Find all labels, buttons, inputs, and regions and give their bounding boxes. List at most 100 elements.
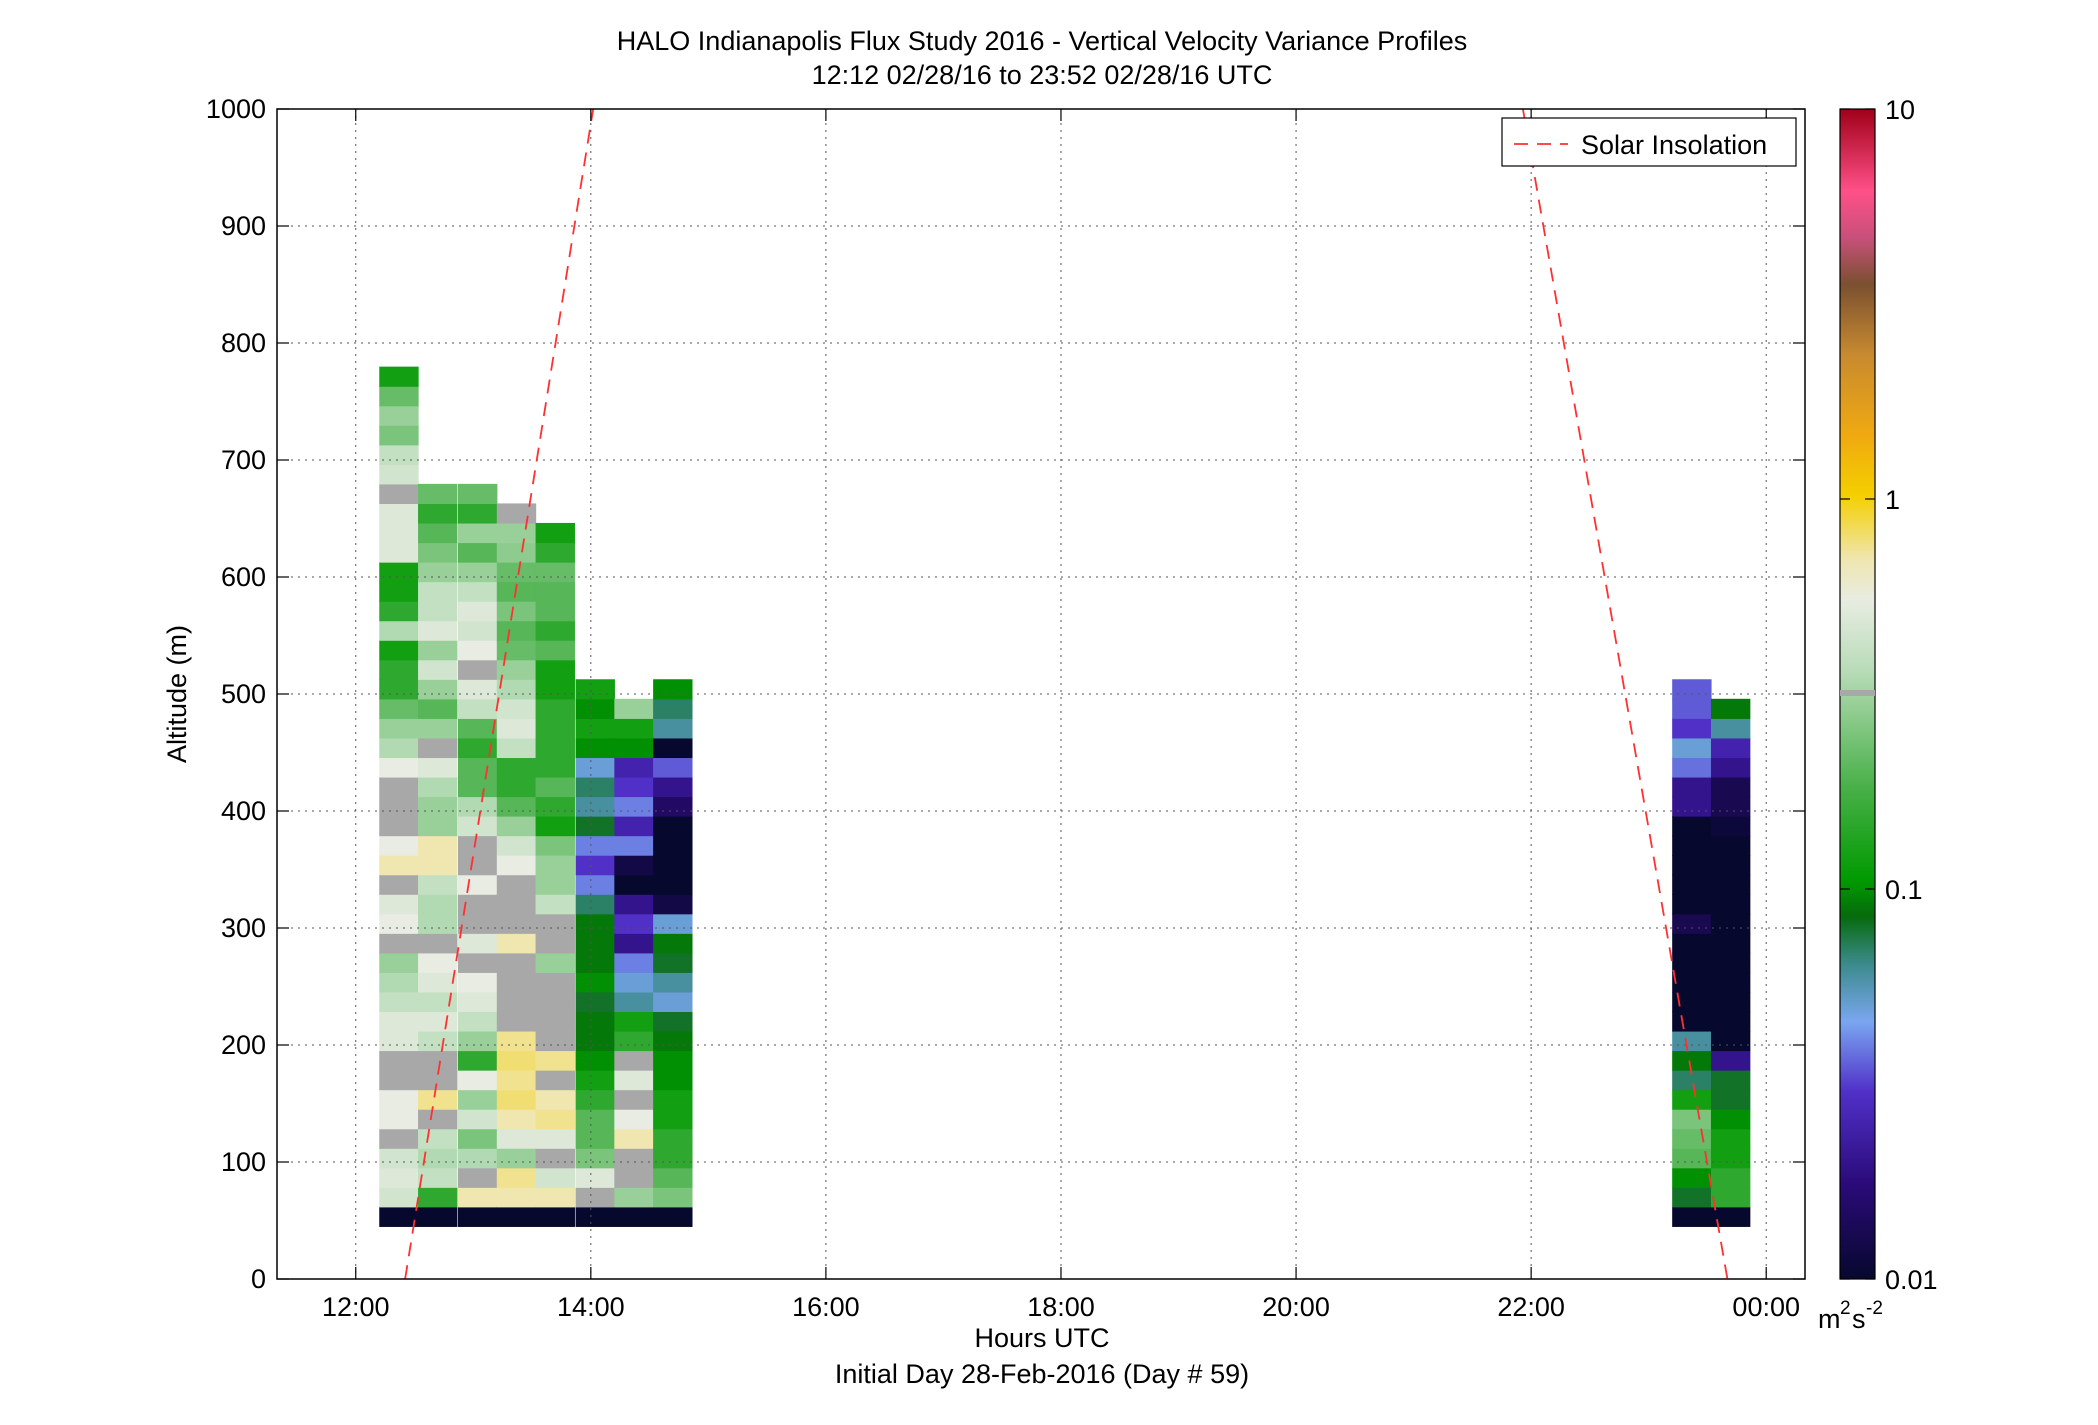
heatmap-cell [535, 972, 575, 993]
heatmap-cell [379, 503, 419, 524]
heatmap-cell [458, 835, 498, 856]
heatmap-cell [614, 698, 654, 719]
y-axis-label: Altitude (m) [162, 625, 192, 763]
heatmap-cell [575, 698, 615, 719]
heatmap-cell [379, 874, 419, 895]
x-tick-label: 22:00 [1497, 1292, 1565, 1322]
heatmap-cell [653, 1187, 693, 1208]
heatmap-cell [458, 1128, 498, 1149]
x-axis-sublabel: Initial Day 28-Feb-2016 (Day # 59) [835, 1359, 1249, 1389]
heatmap-cell [418, 1167, 458, 1188]
heatmap-cell [496, 874, 537, 895]
y-tick-label: 500 [221, 679, 266, 709]
heatmap-cell [614, 757, 654, 778]
heatmap-cell [1672, 855, 1712, 876]
heatmap-cell [614, 1050, 654, 1071]
heatmap-cell [575, 835, 615, 856]
heatmap-cell [379, 952, 419, 973]
heatmap-cell [614, 776, 654, 798]
heatmap-cell [535, 698, 575, 719]
heatmap-cell [614, 816, 654, 837]
heatmap-cell [535, 562, 575, 583]
heatmap-cell [496, 933, 537, 954]
heatmap-cell [379, 1187, 419, 1208]
heatmap-cell [418, 1206, 458, 1227]
heatmap-cell [458, 1011, 498, 1032]
heatmap-cell [653, 1128, 693, 1149]
y-tick-label: 600 [221, 562, 266, 592]
heatmap-cell [535, 855, 575, 876]
heatmap-cell [1672, 816, 1712, 837]
heatmap-cell [614, 737, 654, 759]
heatmap-cell [379, 366, 419, 387]
heatmap-cell [614, 1011, 654, 1032]
heatmap-cell [496, 522, 537, 544]
heatmap-cell [575, 952, 615, 973]
heatmap-cell [653, 894, 693, 915]
heatmap-cell [535, 1206, 575, 1227]
heatmap-cell [535, 581, 575, 602]
heatmap-cell [653, 718, 693, 739]
heatmap-cell [1672, 796, 1712, 817]
heatmap-cell [379, 1050, 419, 1071]
heatmap-cell [575, 1128, 615, 1149]
y-tick-label: 200 [221, 1030, 266, 1060]
x-tick-label: 12:00 [322, 1292, 390, 1322]
heatmap-cell [379, 718, 419, 739]
heatmap-cell [496, 952, 537, 973]
heatmap-cell [496, 894, 537, 915]
heatmap-cell [418, 835, 458, 856]
heatmap-cell [1672, 835, 1712, 856]
heatmap-cell [418, 679, 458, 700]
heatmap-cell [496, 542, 537, 563]
heatmap-cell [496, 1050, 537, 1071]
heatmap-cell [379, 1167, 419, 1188]
heatmap-cell [379, 1070, 419, 1091]
heatmap-cell [458, 1167, 498, 1188]
heatmap-cell [1710, 1030, 1751, 1052]
heatmap-cell [458, 1030, 498, 1052]
colorbar: 0.01 0.1 1 10 m 2 s -2 [1818, 95, 1938, 1334]
heatmap-cell [1710, 991, 1751, 1013]
heatmap-cell [653, 737, 693, 759]
heatmap-cell [1710, 816, 1751, 837]
heatmap-cell [614, 796, 654, 817]
heatmap-cell [379, 913, 419, 934]
heatmap-cell [614, 1148, 654, 1169]
heatmap-cell [535, 1030, 575, 1052]
heatmap-cell [458, 1089, 498, 1110]
heatmap-cell [1710, 874, 1751, 895]
heatmap-cell [1672, 874, 1712, 895]
heatmap-cell [614, 933, 654, 954]
heatmap-cell [614, 1109, 654, 1130]
heatmap-cell [496, 1011, 537, 1032]
heatmap-cell [418, 796, 458, 817]
heatmap-cell [1672, 679, 1712, 700]
heatmap-cell [575, 894, 615, 915]
heatmap-cell [418, 581, 458, 602]
plot-area [276, 108, 1806, 1280]
heatmap-cell [1672, 718, 1712, 739]
heatmap-cell [379, 1109, 419, 1130]
heatmap-cell [535, 601, 575, 622]
heatmap-cell [535, 933, 575, 954]
heatmap-cell [1710, 698, 1751, 719]
heatmap-cell [1710, 894, 1751, 915]
solar-insolation-lines [404, 108, 1729, 1280]
heatmap-cell [379, 796, 419, 817]
heatmap-cell [535, 757, 575, 778]
heatmap-cell [379, 1128, 419, 1149]
heatmap-cell [1672, 1206, 1712, 1227]
heatmap-cell [496, 1070, 537, 1091]
colorbar-tick-label: 0.01 [1885, 1265, 1938, 1295]
heatmap-cell [653, 796, 693, 817]
heatmap-cell [496, 640, 537, 661]
heatmap-cell [458, 718, 498, 739]
x-axis-label: Hours UTC [974, 1323, 1109, 1353]
heatmap-cell [535, 913, 575, 934]
heatmap-cell [418, 1070, 458, 1091]
heatmap-cell [614, 913, 654, 934]
heatmap-cell [653, 933, 693, 954]
solar-insolation-line [1522, 108, 1729, 1280]
